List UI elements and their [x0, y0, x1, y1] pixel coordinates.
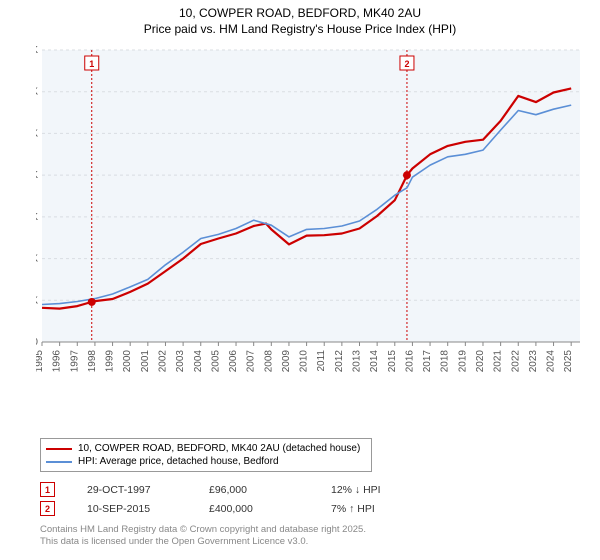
svg-text:2024: 2024 — [546, 350, 557, 373]
svg-text:2004: 2004 — [193, 350, 204, 373]
svg-text:£400K: £400K — [36, 170, 38, 181]
svg-text:2007: 2007 — [246, 350, 257, 373]
svg-text:£200K: £200K — [36, 254, 38, 265]
title-line1: 10, COWPER ROAD, BEDFORD, MK40 2AU — [0, 6, 600, 22]
chart-container: 10, COWPER ROAD, BEDFORD, MK40 2AU Price… — [0, 0, 600, 560]
chart-area: £0 £100K £200K £300K £400K £500K £600K £700K 199… — [36, 46, 586, 396]
event-marker-0: 1 — [40, 482, 55, 497]
event-row-1: 2 10-SEP-2015 £400,000 7% ↑ HPI — [40, 499, 421, 518]
legend-box: 10, COWPER ROAD, BEDFORD, MK40 2AU (deta… — [40, 438, 372, 472]
legend-label-1: HPI: Average price, detached house, Bedf… — [78, 456, 279, 467]
svg-text:1999: 1999 — [105, 350, 116, 373]
credit-line1: Contains HM Land Registry data © Crown c… — [40, 524, 366, 536]
svg-text:2017: 2017 — [422, 350, 433, 373]
legend-row-0: 10, COWPER ROAD, BEDFORD, MK40 2AU (deta… — [46, 442, 366, 455]
event-date-1: 10-SEP-2015 — [87, 503, 177, 515]
svg-text:2018: 2018 — [440, 350, 451, 373]
svg-text:2014: 2014 — [369, 350, 380, 373]
svg-text:2008: 2008 — [263, 350, 274, 373]
event-delta-1: 7% ↑ HPI — [331, 503, 421, 515]
svg-text:£600K: £600K — [36, 87, 38, 98]
legend-swatch-1 — [46, 461, 72, 463]
credit-block: Contains HM Land Registry data © Crown c… — [40, 524, 366, 549]
svg-text:2006: 2006 — [228, 350, 239, 373]
event-delta-0: 12% ↓ HPI — [331, 484, 421, 496]
svg-text:1995: 1995 — [36, 350, 45, 373]
svg-text:2010: 2010 — [299, 350, 310, 373]
svg-text:2022: 2022 — [510, 350, 521, 373]
svg-text:2016: 2016 — [404, 350, 415, 373]
svg-text:2002: 2002 — [157, 350, 168, 373]
svg-text:2000: 2000 — [122, 350, 133, 373]
svg-text:2020: 2020 — [475, 350, 486, 373]
event-price-1: £400,000 — [209, 503, 299, 515]
legend-label-0: 10, COWPER ROAD, BEDFORD, MK40 2AU (deta… — [78, 443, 360, 454]
event-price-0: £96,000 — [209, 484, 299, 496]
svg-text:2023: 2023 — [528, 350, 539, 373]
svg-text:1996: 1996 — [52, 350, 63, 373]
legend-row-1: HPI: Average price, detached house, Bedf… — [46, 455, 366, 468]
event-date-0: 29-OCT-1997 — [87, 484, 177, 496]
event-marker-1: 2 — [40, 501, 55, 516]
event-table: 1 29-OCT-1997 £96,000 12% ↓ HPI 2 10-SEP… — [40, 480, 421, 518]
svg-text:£700K: £700K — [36, 46, 38, 56]
svg-text:£300K: £300K — [36, 212, 38, 223]
svg-text:1: 1 — [89, 59, 94, 69]
title-block: 10, COWPER ROAD, BEDFORD, MK40 2AU Price… — [0, 0, 600, 37]
svg-text:£500K: £500K — [36, 128, 38, 139]
svg-text:2: 2 — [404, 59, 409, 69]
svg-text:2019: 2019 — [457, 350, 468, 373]
svg-text:2013: 2013 — [352, 350, 363, 373]
credit-line2: This data is licensed under the Open Gov… — [40, 536, 366, 548]
svg-text:2021: 2021 — [493, 350, 504, 373]
chart-svg: £0 £100K £200K £300K £400K £500K £600K £700K 199… — [36, 46, 586, 396]
svg-text:1997: 1997 — [69, 350, 80, 373]
event-row-0: 1 29-OCT-1997 £96,000 12% ↓ HPI — [40, 480, 421, 499]
svg-text:£0: £0 — [36, 337, 38, 348]
svg-text:2015: 2015 — [387, 350, 398, 373]
svg-text:2011: 2011 — [316, 350, 327, 372]
svg-text:1998: 1998 — [87, 350, 98, 373]
title-line2: Price paid vs. HM Land Registry's House … — [0, 22, 600, 38]
svg-text:2003: 2003 — [175, 350, 186, 373]
svg-text:2001: 2001 — [140, 350, 151, 373]
legend-swatch-0 — [46, 448, 72, 450]
svg-text:£100K: £100K — [36, 295, 38, 306]
svg-text:2025: 2025 — [563, 350, 574, 373]
svg-text:2009: 2009 — [281, 350, 292, 373]
svg-text:2012: 2012 — [334, 350, 345, 373]
svg-text:2005: 2005 — [210, 350, 221, 373]
